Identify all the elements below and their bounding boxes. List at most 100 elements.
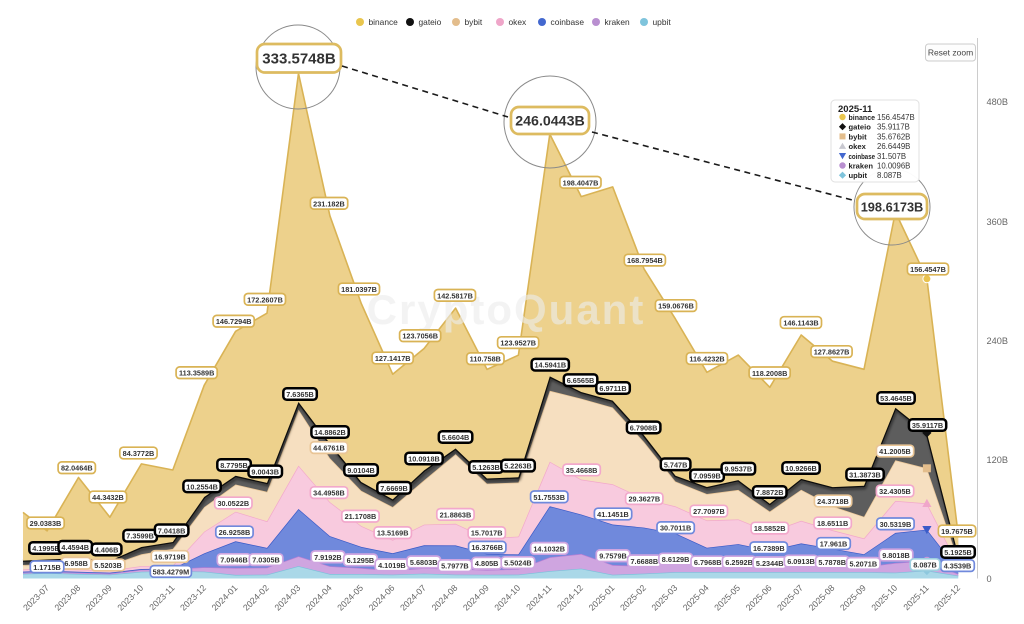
svg-text:127.1417B: 127.1417B (375, 354, 411, 363)
svg-text:10.0918B: 10.0918B (408, 455, 440, 464)
svg-text:7.0946B: 7.0946B (220, 556, 248, 565)
svg-text:29.3627B: 29.3627B (628, 495, 660, 504)
svg-text:9.0043B: 9.0043B (251, 467, 279, 476)
svg-text:gateio: gateio (419, 17, 442, 27)
svg-text:5.5024B: 5.5024B (504, 559, 532, 568)
svg-text:5.747B: 5.747B (664, 460, 688, 469)
svg-text:9.7579B: 9.7579B (599, 552, 627, 561)
svg-text:Reset zoom: Reset zoom (928, 48, 973, 58)
svg-text:41.2005B: 41.2005B (879, 447, 911, 456)
svg-text:10.0096B: 10.0096B (877, 162, 910, 171)
svg-text:123.9527B: 123.9527B (500, 339, 536, 348)
svg-text:18.6511B: 18.6511B (817, 519, 848, 528)
svg-text:16.9719B: 16.9719B (154, 553, 186, 562)
svg-text:5.1263B: 5.1263B (472, 463, 500, 472)
svg-text:142.5817B: 142.5817B (437, 291, 473, 300)
svg-text:84.3772B: 84.3772B (123, 449, 155, 458)
svg-text:146.7294B: 146.7294B (216, 317, 252, 326)
svg-text:41.1451B: 41.1451B (597, 510, 629, 519)
svg-text:7.8872B: 7.8872B (756, 488, 784, 497)
svg-text:35.4668B: 35.4668B (566, 466, 598, 475)
svg-text:26.9258B: 26.9258B (219, 528, 251, 537)
svg-text:5.5203B: 5.5203B (94, 561, 122, 570)
svg-text:7.0305B: 7.0305B (252, 556, 280, 565)
svg-text:5.2344B: 5.2344B (756, 559, 784, 568)
svg-text:CryptoQuant: CryptoQuant (367, 286, 646, 333)
svg-text:32.4305B: 32.4305B (879, 487, 911, 496)
svg-text:6.2592B: 6.2592B (725, 558, 753, 567)
svg-text:coinbase: coinbase (849, 152, 876, 161)
svg-text:coinbase: coinbase (551, 17, 585, 27)
svg-text:9.8018B: 9.8018B (882, 551, 910, 560)
svg-text:10.9266B: 10.9266B (785, 464, 817, 473)
svg-text:240B: 240B (987, 336, 1008, 346)
svg-text:6.7908B: 6.7908B (630, 423, 658, 432)
svg-text:360B: 360B (987, 217, 1008, 227)
svg-text:110.758B: 110.758B (470, 355, 501, 364)
svg-text:168.7954B: 168.7954B (627, 256, 663, 265)
svg-text:82.0464B: 82.0464B (61, 464, 93, 473)
svg-text:123.7056B: 123.7056B (402, 332, 438, 341)
svg-text:kraken: kraken (849, 162, 874, 171)
svg-text:181.0397B: 181.0397B (341, 285, 377, 294)
svg-text:13.5169B: 13.5169B (377, 529, 409, 538)
svg-text:19.7675B: 19.7675B (941, 527, 973, 536)
svg-text:30.5319B: 30.5319B (880, 520, 912, 529)
svg-text:5.2263B: 5.2263B (504, 462, 532, 471)
svg-text:6.958B: 6.958B (64, 559, 88, 568)
svg-text:bybit: bybit (465, 17, 483, 27)
svg-text:156.4547B: 156.4547B (910, 265, 946, 274)
svg-text:29.0383B: 29.0383B (30, 519, 62, 528)
svg-text:upbit: upbit (653, 17, 672, 27)
svg-text:120B: 120B (987, 455, 1008, 465)
svg-text:5.6803B: 5.6803B (410, 558, 438, 567)
svg-text:9.0104B: 9.0104B (347, 466, 375, 475)
svg-text:8.6129B: 8.6129B (662, 555, 690, 564)
svg-text:14.8862B: 14.8862B (314, 428, 346, 437)
svg-text:5.7878B: 5.7878B (818, 558, 846, 567)
svg-text:583.4279M: 583.4279M (153, 567, 190, 576)
svg-text:480B: 480B (987, 97, 1008, 107)
svg-text:7.0959B: 7.0959B (693, 471, 721, 480)
svg-text:kraken: kraken (605, 17, 630, 27)
svg-text:24.3718B: 24.3718B (817, 497, 849, 506)
svg-text:172.2607B: 172.2607B (247, 295, 283, 304)
svg-text:4.805B: 4.805B (475, 559, 499, 568)
svg-text:14.1032B: 14.1032B (533, 544, 565, 553)
svg-text:okex: okex (849, 142, 867, 151)
svg-text:7.6688B: 7.6688B (631, 557, 659, 566)
svg-text:127.8627B: 127.8627B (814, 348, 850, 357)
svg-text:146.1143B: 146.1143B (783, 319, 818, 328)
svg-text:34.4958B: 34.4958B (313, 489, 345, 498)
svg-text:51.7553B: 51.7553B (533, 493, 565, 502)
svg-text:159.0676B: 159.0676B (658, 302, 694, 311)
svg-text:6.6565B: 6.6565B (567, 376, 595, 385)
svg-text:31.3873B: 31.3873B (849, 471, 881, 480)
svg-text:4.3539B: 4.3539B (944, 562, 972, 571)
svg-text:7.6669B: 7.6669B (380, 484, 408, 493)
svg-text:156.4547B: 156.4547B (877, 113, 915, 122)
svg-text:10.2554B: 10.2554B (186, 482, 218, 491)
svg-text:2025-11: 2025-11 (838, 104, 873, 115)
svg-text:44.6761B: 44.6761B (313, 444, 345, 453)
svg-text:binance: binance (849, 113, 876, 122)
svg-text:16.3766B: 16.3766B (471, 543, 503, 552)
svg-text:8.7795B: 8.7795B (220, 461, 248, 470)
svg-text:4.4594B: 4.4594B (61, 543, 89, 552)
svg-text:gateio: gateio (849, 123, 872, 132)
svg-text:31.507B: 31.507B (877, 152, 906, 161)
svg-text:6.9711B: 6.9711B (599, 384, 626, 393)
svg-text:1.1715B: 1.1715B (33, 563, 61, 572)
svg-text:9.9537B: 9.9537B (725, 465, 753, 474)
svg-text:bybit: bybit (849, 132, 868, 141)
svg-text:upbit: upbit (849, 171, 868, 180)
svg-text:binance: binance (369, 17, 399, 27)
svg-text:7.0418B: 7.0418B (158, 526, 186, 535)
svg-text:35.9117B: 35.9117B (877, 123, 910, 132)
svg-text:30.0522B: 30.0522B (217, 499, 249, 508)
svg-text:44.3432B: 44.3432B (92, 493, 124, 502)
svg-text:26.6449B: 26.6449B (877, 142, 910, 151)
svg-text:8.087B: 8.087B (913, 561, 937, 570)
svg-text:198.4047B: 198.4047B (563, 178, 599, 187)
svg-text:116.4232B: 116.4232B (689, 355, 724, 364)
